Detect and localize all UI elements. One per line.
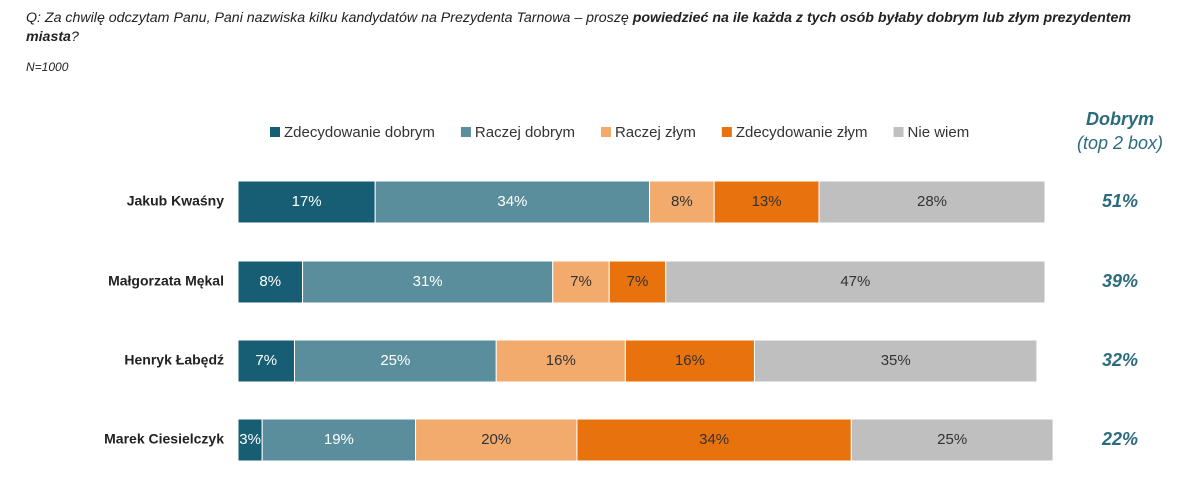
top2-value: 51%	[1102, 191, 1138, 211]
top2-value: 32%	[1102, 350, 1138, 370]
bar-segment	[374, 180, 651, 224]
segment-label: 25%	[380, 352, 410, 369]
legend-label: Raczej dobrym	[475, 124, 575, 141]
top2-value: 39%	[1102, 271, 1138, 291]
legend-swatch	[600, 127, 611, 137]
segment-label: 16%	[546, 352, 576, 369]
legend-swatch	[460, 127, 471, 137]
bar-segment	[850, 418, 1054, 462]
category-label: Henryk Łabędź	[124, 352, 224, 368]
sample-note: N=1000	[26, 60, 69, 74]
legend-label: Zdecydowanie dobrym	[284, 124, 435, 141]
bar-segment	[753, 339, 1038, 383]
category-label: Marek Ciesielczyk	[104, 431, 224, 447]
bar-segment	[608, 260, 667, 304]
segment-label: 35%	[881, 352, 911, 369]
legend-swatch	[270, 127, 280, 137]
segment-label: 25%	[937, 431, 967, 448]
bar-segment	[237, 180, 376, 224]
legend-label: Nie wiem	[908, 124, 970, 141]
question-intro: Q: Za chwilę odczytam Panu, Pani nazwisk…	[26, 10, 633, 26]
bar-segment	[495, 339, 626, 383]
segment-label: 34%	[497, 193, 527, 210]
bar-segment	[665, 260, 1046, 304]
legend-label: Raczej złym	[615, 124, 696, 141]
bar-segment	[237, 418, 263, 462]
top2-subtitle: (top 2 box)	[1077, 133, 1163, 153]
segment-label: 19%	[324, 431, 354, 448]
bar-segment	[624, 339, 755, 383]
segment-label: 20%	[481, 431, 511, 448]
segment-label: 8%	[259, 273, 281, 290]
top2-value: 22%	[1101, 429, 1138, 449]
bar-segment	[713, 180, 820, 224]
legend-swatch	[721, 127, 732, 137]
segment-label: 7%	[627, 273, 649, 290]
segment-label: 16%	[675, 352, 705, 369]
segment-label: 31%	[413, 273, 443, 290]
bar-segment	[293, 339, 497, 383]
bar-segment	[818, 180, 1046, 224]
question-end: ?	[70, 29, 79, 45]
bar-segment	[649, 180, 715, 224]
segment-label: 34%	[699, 431, 729, 448]
question-emphasis: powiedzieć na ile każda z tych osób była…	[26, 10, 1131, 45]
question: Q: Za chwilę odczytam Panu, Pani nazwisk…	[26, 9, 1136, 47]
bar-segment	[261, 418, 417, 462]
bar-segment	[237, 339, 295, 383]
category-label: Małgorzata Mękal	[108, 273, 224, 289]
legend-label: Zdecydowanie złym	[736, 124, 868, 141]
bar-segment	[576, 418, 852, 462]
segment-label: 8%	[671, 193, 693, 210]
segment-label: 13%	[752, 193, 782, 210]
segment-label: 7%	[570, 273, 592, 290]
bar-segment	[237, 260, 304, 304]
top2-title: Dobrym	[1086, 109, 1154, 129]
segment-label: 3%	[239, 431, 261, 448]
category-label: Jakub Kwaśny	[127, 193, 224, 209]
segment-label: 28%	[917, 193, 947, 210]
segment-label: 17%	[292, 193, 322, 210]
segment-label: 47%	[840, 273, 870, 290]
segment-label: 7%	[255, 352, 277, 369]
legend-swatch	[893, 127, 904, 137]
